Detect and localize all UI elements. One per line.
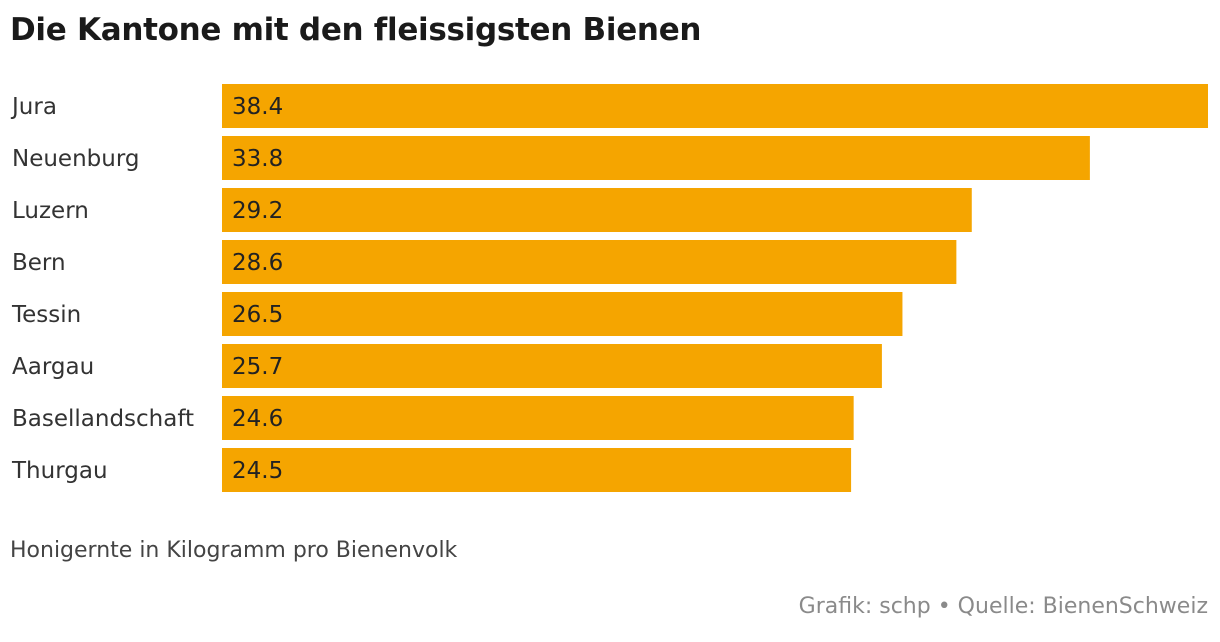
bar [222, 188, 972, 232]
value-label: 26.5 [232, 302, 283, 328]
bars [222, 84, 1208, 492]
value-label: 25.7 [232, 354, 283, 380]
bar [222, 344, 882, 388]
category-label: Jura [10, 94, 57, 120]
category-labels: Jura Neuenburg Luzern Bern Tessin Aargau Basel… [10, 94, 194, 484]
bar [222, 448, 852, 492]
value-label: 29.2 [232, 198, 283, 224]
category-label: Aargau [12, 354, 94, 380]
chart-source: Grafik: schp • Quelle: BienenSchweiz [798, 594, 1208, 619]
bar [222, 240, 957, 284]
category-label: Neuenburg [12, 146, 140, 172]
category-label: Thurgau [11, 458, 108, 484]
bar [222, 396, 854, 440]
bar [222, 84, 1208, 128]
value-label: 33.8 [232, 146, 283, 172]
category-label: Bern [12, 250, 66, 276]
bar [222, 292, 903, 336]
value-labels: 38.4 33.8 29.2 28.6 26.5 25.7 24.6 24.5 [232, 94, 283, 484]
chart-note: Honigernte in Kilogramm pro Bienenvolk [10, 538, 458, 563]
value-label: 24.6 [232, 406, 283, 432]
bar [222, 136, 1090, 180]
value-label: 28.6 [232, 250, 283, 276]
value-label: 38.4 [232, 94, 283, 120]
category-label: Tessin [11, 302, 81, 328]
chart-title: Die Kantone mit den fleissigsten Bienen [10, 12, 702, 48]
category-label: Basellandschaft [12, 406, 194, 432]
category-label: Luzern [12, 198, 89, 224]
value-label: 24.5 [232, 458, 283, 484]
